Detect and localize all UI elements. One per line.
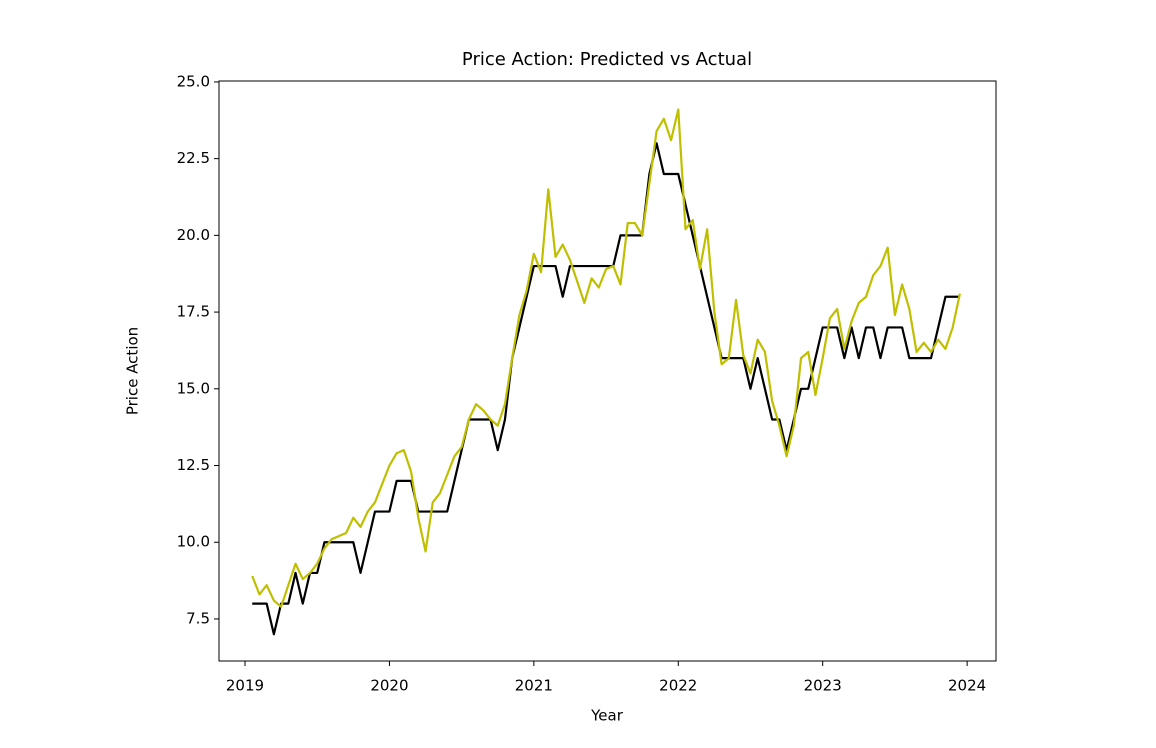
y-tick-label: 22.5: [177, 149, 210, 167]
y-tick-label: 25.0: [177, 72, 210, 90]
x-tick-label: 2023: [804, 677, 842, 695]
x-tick-label: 2022: [659, 677, 697, 695]
line-series: [251, 108, 961, 608]
x-tick-label: 2024: [948, 677, 986, 695]
x-tick-label: 2021: [515, 677, 553, 695]
y-tick-label: 15.0: [177, 379, 210, 397]
x-axis-label: Year: [590, 707, 624, 725]
y-tick-label: 12.5: [177, 456, 210, 474]
y-tick-label: 7.5: [186, 609, 210, 627]
x-tick-label: 2019: [226, 677, 264, 695]
chart-title: Price Action: Predicted vs Actual: [462, 49, 752, 70]
y-tick-label: 10.0: [177, 533, 210, 551]
line-series: [252, 142, 960, 636]
y-axis-label: Price Action: [124, 327, 142, 415]
y-tick-label: 17.5: [177, 303, 210, 321]
x-tick-label: 2020: [370, 677, 408, 695]
plot-frame: [218, 80, 997, 662]
y-tick-label: 20.0: [177, 226, 210, 244]
